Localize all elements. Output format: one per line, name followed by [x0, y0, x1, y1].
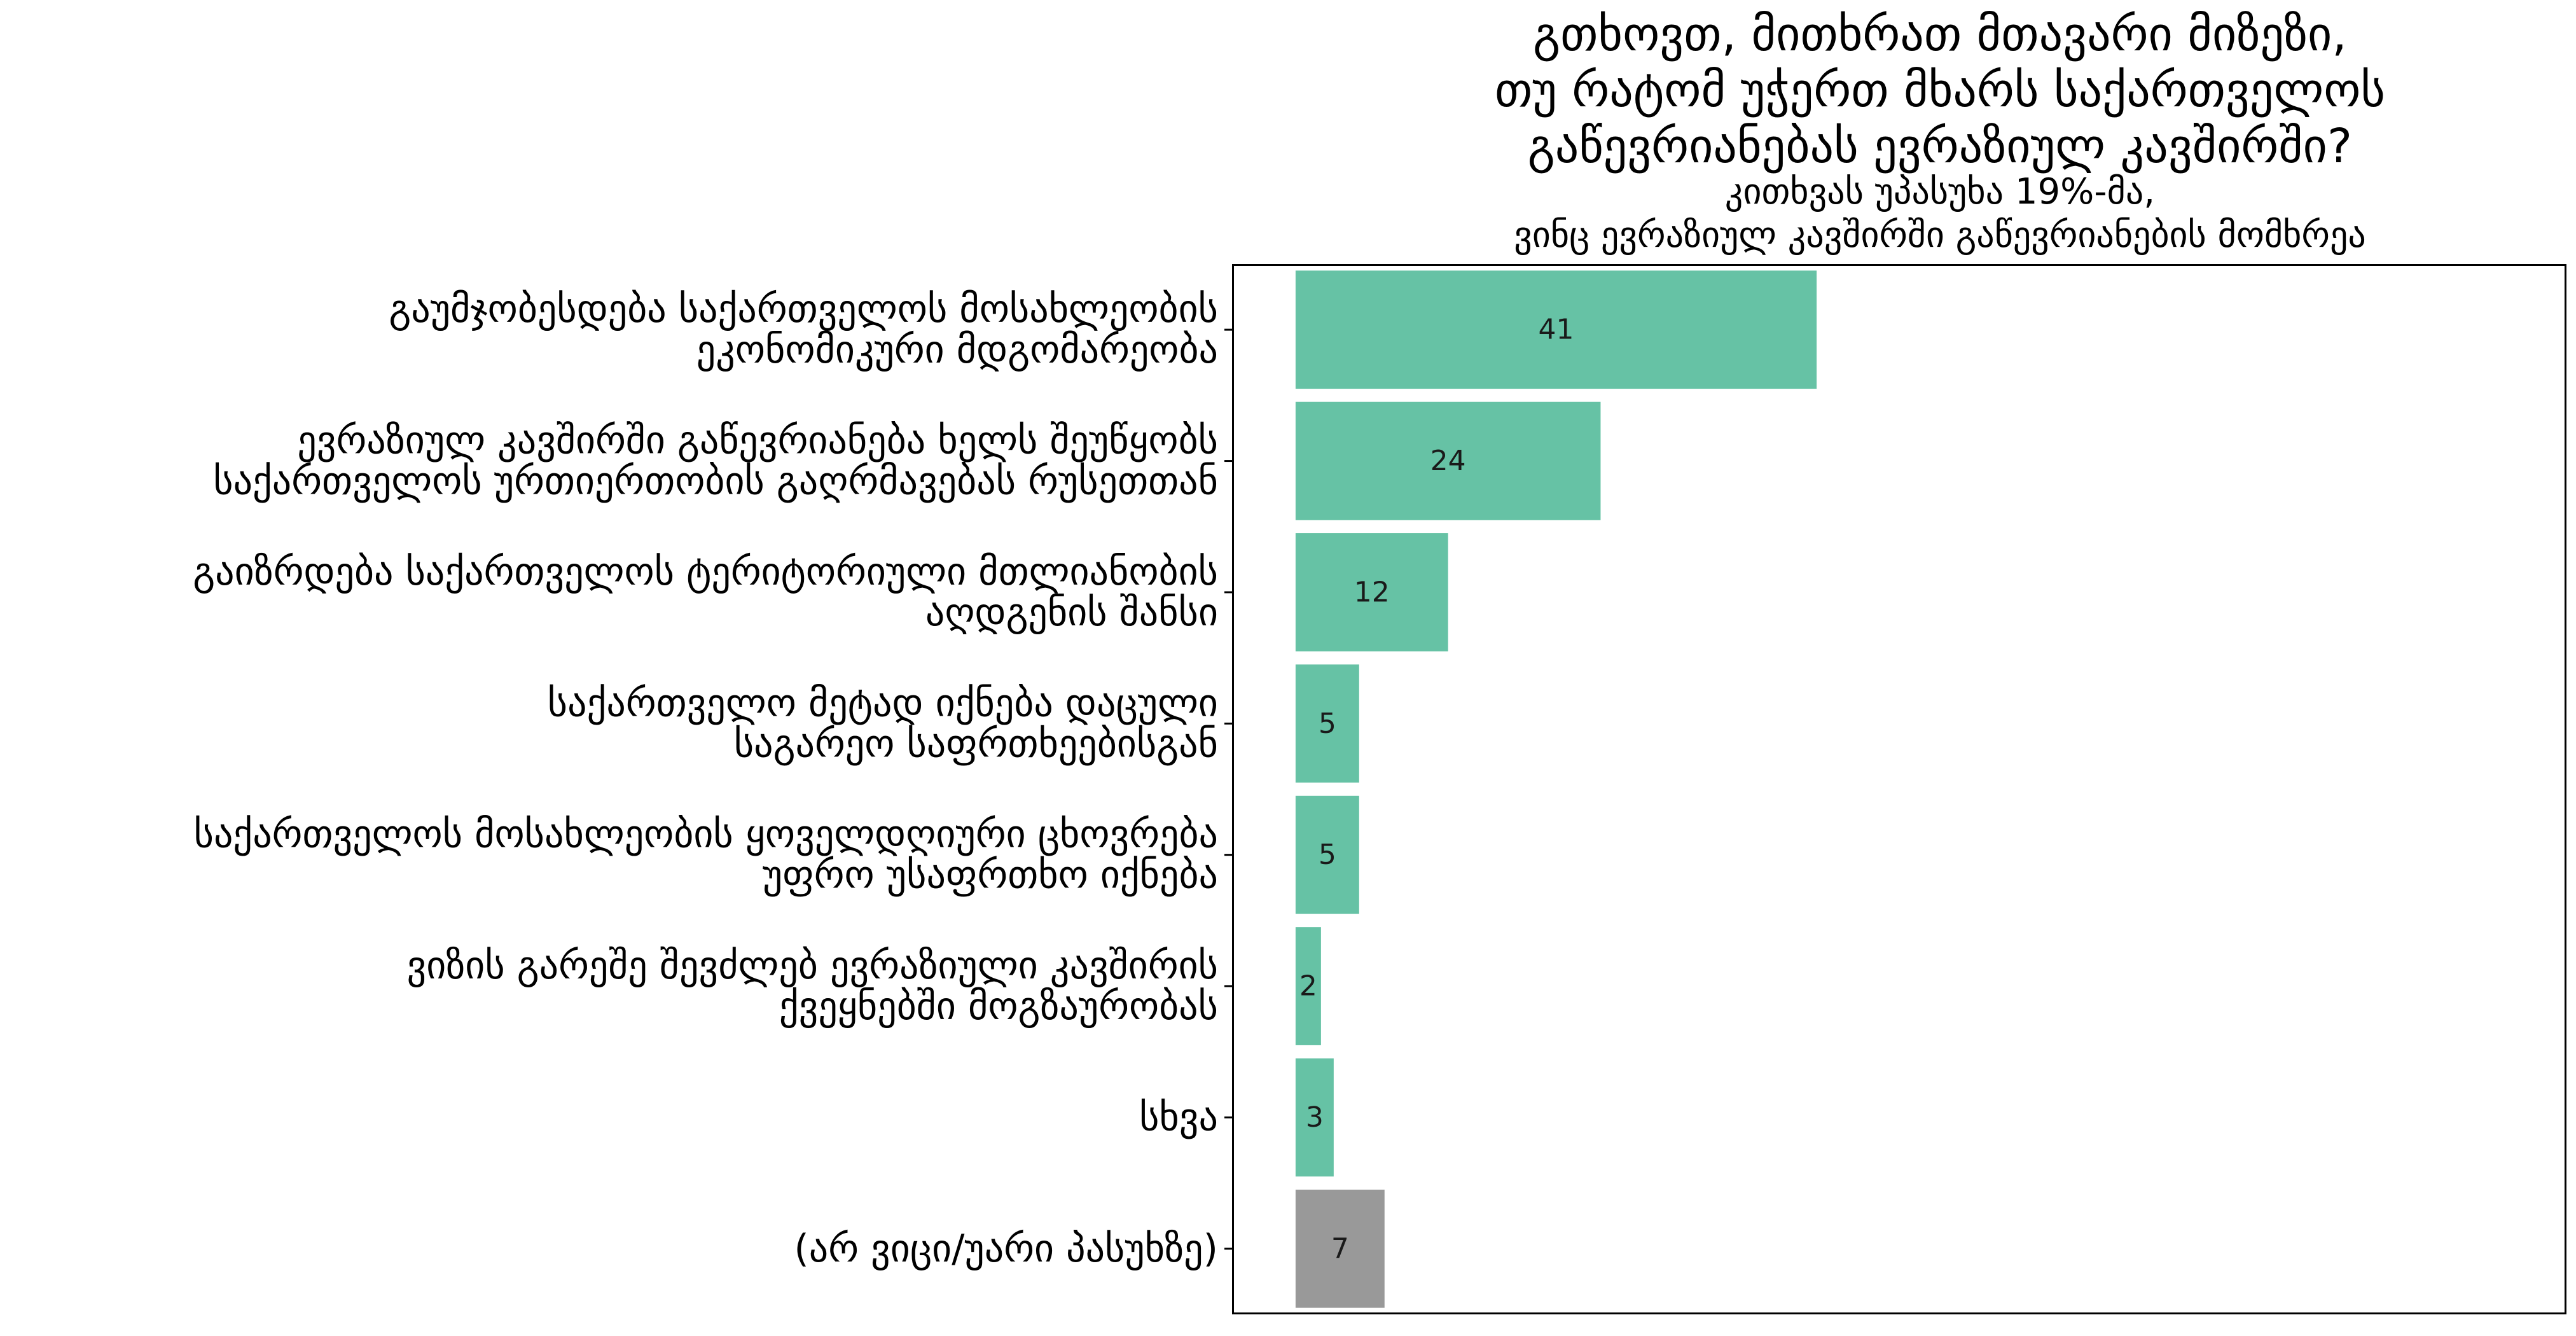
bar-value-label-5: 2	[1299, 970, 1317, 1003]
bar-1	[1295, 401, 1601, 520]
bar-0	[1295, 270, 1817, 389]
category-label-0: გაუმჯობესდება საქართველოს მოსახლეობის ეკო…	[389, 287, 1218, 372]
bar-value-label-7: 7	[1331, 1232, 1349, 1265]
category-label-4: საქართველოს მოსახლეობის ყოველდღიური ცხოვ…	[194, 812, 1218, 898]
bar-value-label-1: 24	[1430, 445, 1466, 477]
category-label-1: ევრაზიულ კავშირში გაწევრიანება ხელს შეუწ…	[213, 419, 1218, 504]
category-label-5: ვიზის გარეშე შევძლებ ევრაზიული კავშირის ქ…	[406, 943, 1218, 1029]
chart-subtitle: კითხვას უპასუხა 19%-მა, ვინც ევრაზიულ კა…	[1514, 171, 2366, 256]
category-label-6: სხვა	[1139, 1095, 1218, 1139]
bar-value-label-3: 5	[1319, 707, 1336, 740]
category-label-3: საქართველო მეტად იქნება დაცული საგარეო სა…	[548, 681, 1218, 766]
category-label-2: გაიზრდება საქართველოს ტერიტორიული მთლიან…	[193, 550, 1218, 635]
bar-value-label-6: 3	[1306, 1101, 1324, 1134]
bar-3	[1295, 664, 1359, 783]
plot-area-frame	[1232, 264, 2566, 1314]
bar-5	[1295, 927, 1321, 1045]
category-label-7: (არ ვიცი/უარი პასუხზე)	[794, 1227, 1218, 1271]
bar-7	[1295, 1189, 1385, 1308]
bar-value-label-0: 41	[1539, 314, 1574, 346]
bar-value-label-4: 5	[1319, 838, 1336, 871]
bar-value-label-2: 12	[1354, 576, 1390, 608]
bar-6	[1295, 1058, 1334, 1177]
bar-4	[1295, 795, 1359, 914]
bar-2	[1295, 533, 1448, 651]
chart-title: გთხოვთ, მითხრათ მთავარი მიზეზი, თუ რატომ…	[1494, 7, 2386, 174]
